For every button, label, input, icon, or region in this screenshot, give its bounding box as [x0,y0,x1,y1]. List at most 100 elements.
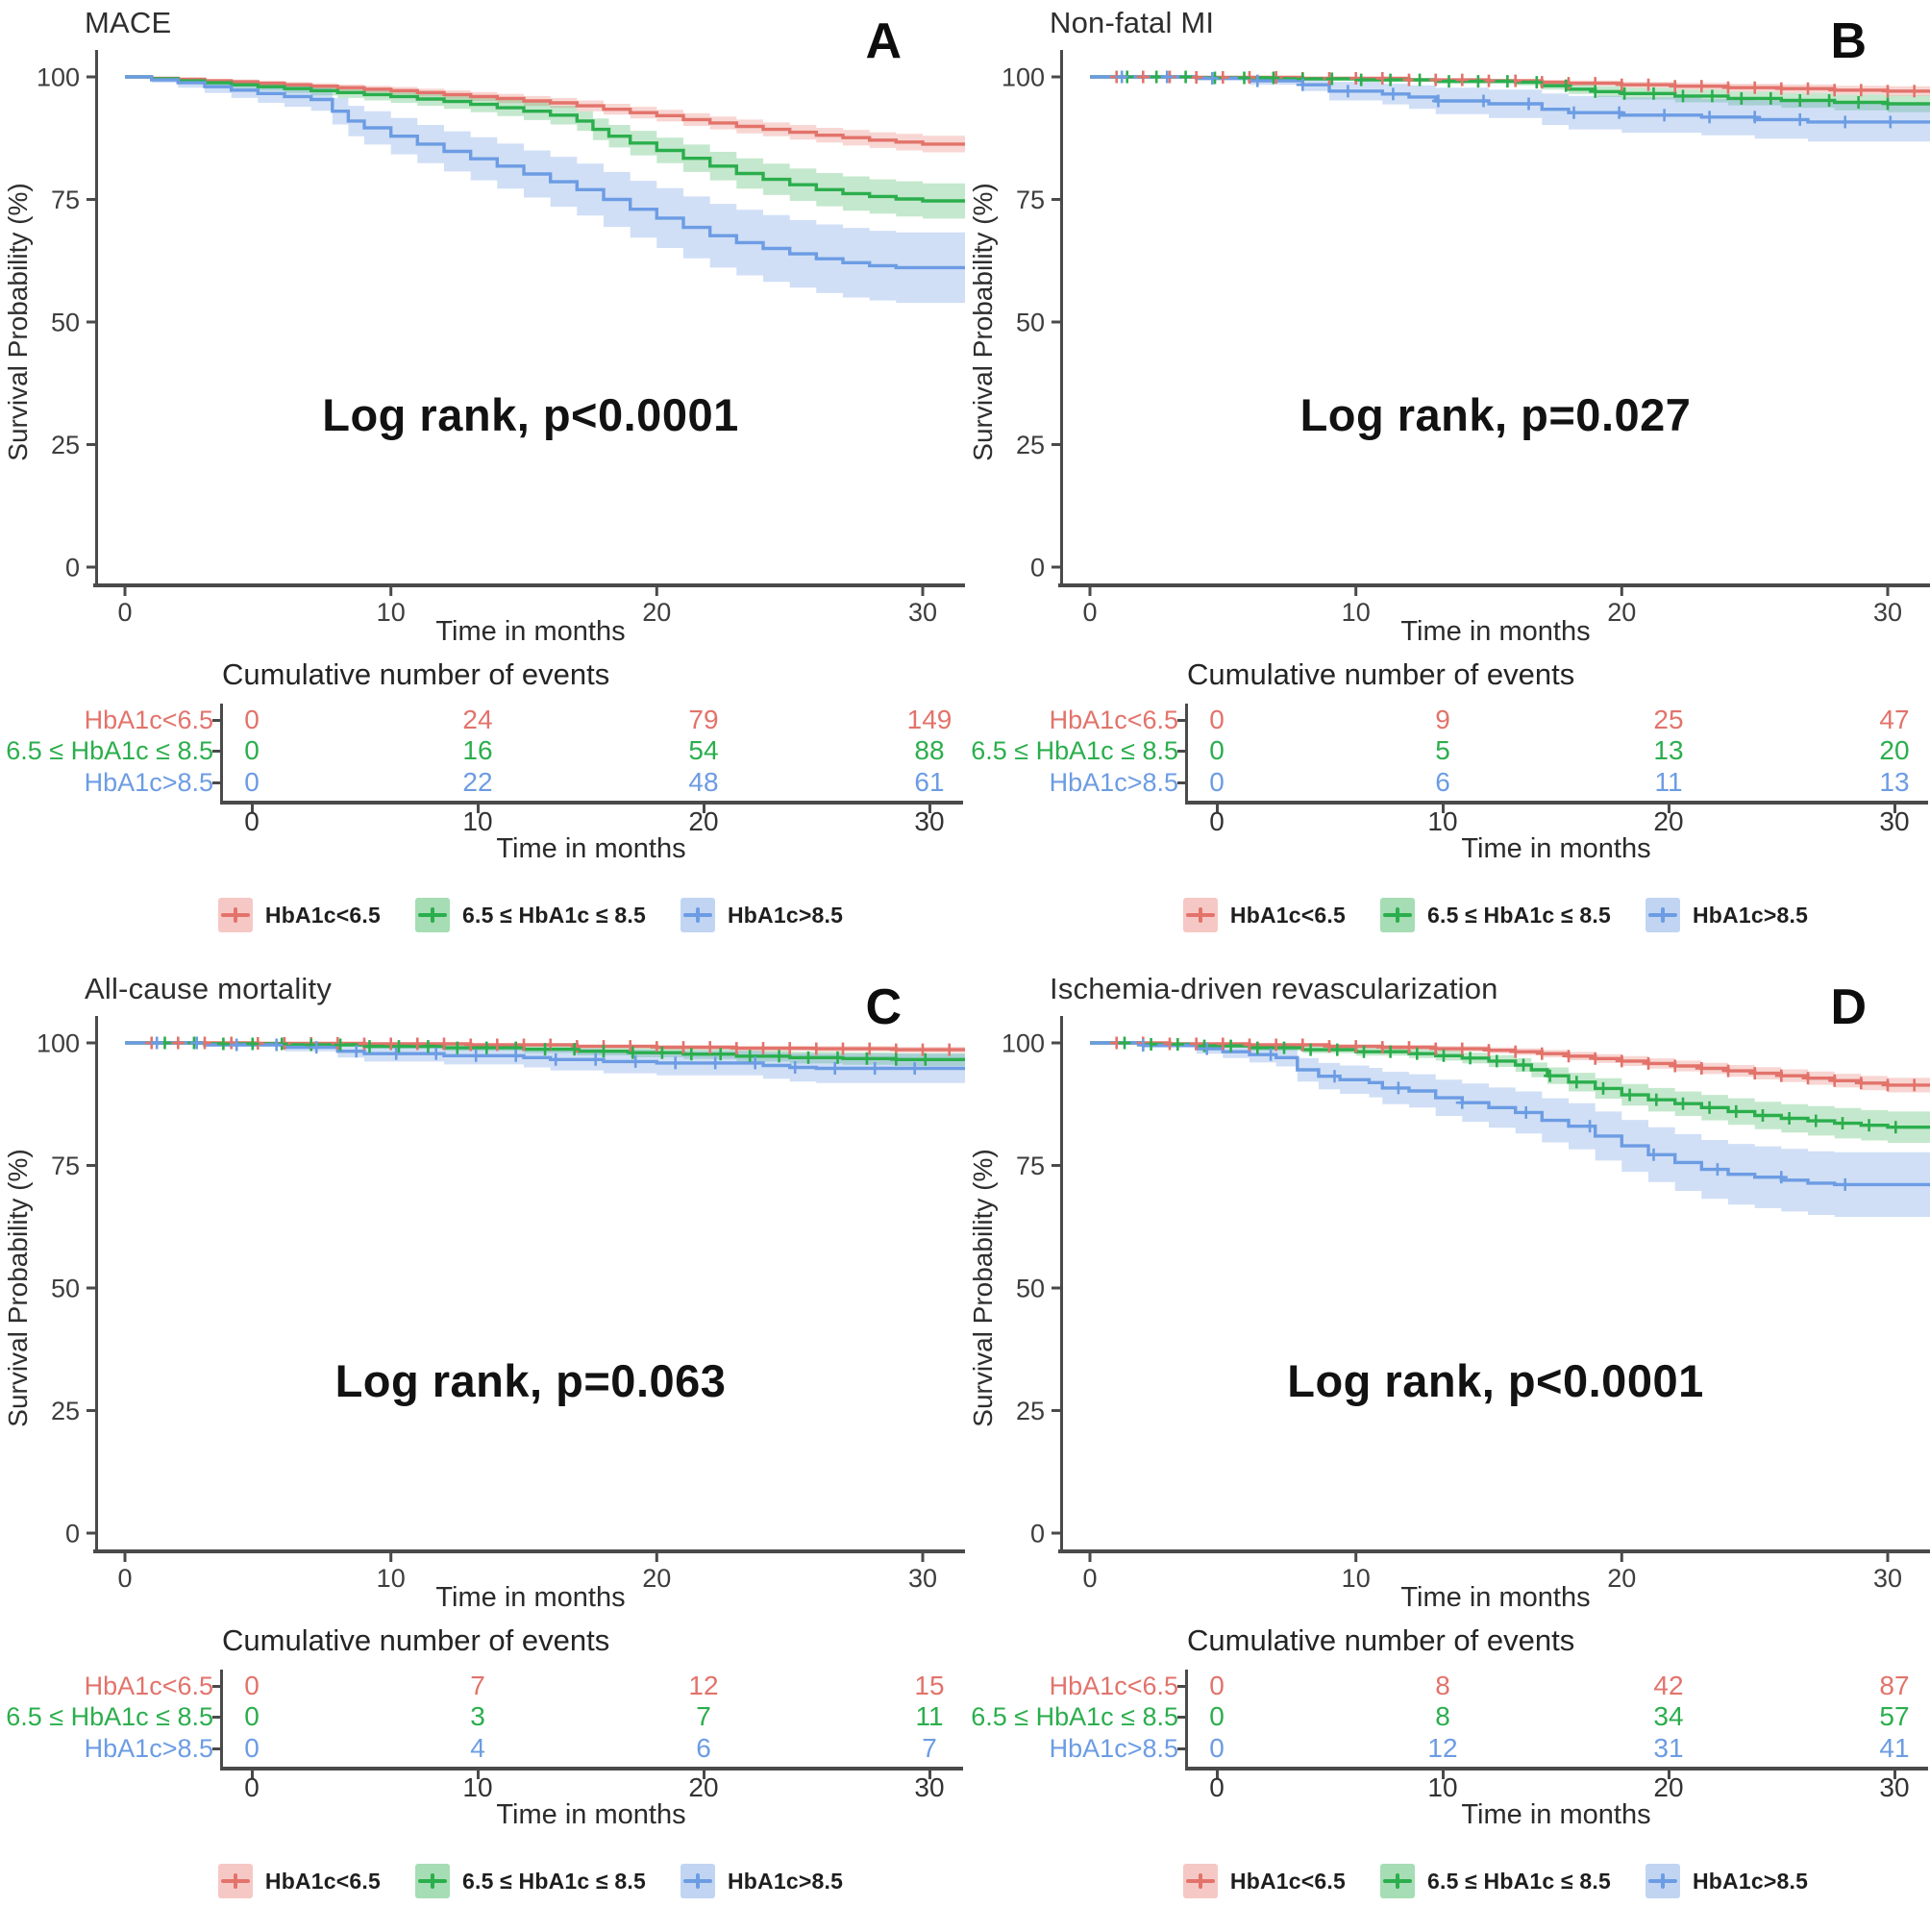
legend-label: 6.5 ≤ HbA1c ≤ 8.5 [1426,902,1611,928]
survival-curve-gt85 [125,75,965,270]
survival-curve-lt65 [125,75,965,148]
legend-item-gt85: HbA1c>8.5 [1645,898,1808,932]
x-axis-tick [655,587,658,596]
x-axis-tick [123,1553,127,1562]
censor-marks-gt85 [150,1036,922,1075]
events-axis-tick-label: 10 [1427,1772,1458,1802]
panel-title: Ischemia-driven revascularization [1050,972,1498,1005]
events-axis-tick-label: 10 [462,1772,493,1802]
x-axis-tick [921,587,925,596]
x-axis-tick [1620,1553,1623,1562]
events-row-tick [1177,719,1185,722]
events-value: 4 [470,1733,485,1763]
y-axis-tick-label: 75 [51,186,80,214]
events-axis-tick [1215,1771,1219,1779]
events-value: 11 [1654,767,1683,797]
legend: HbA1c<6.5 6.5 ≤ HbA1c ≤ 8.5 HbA1c>8.5 [1061,898,1930,932]
events-axis-tick [702,1771,705,1779]
events-value: 0 [244,735,260,765]
events-axis-tick-label: 0 [1209,806,1225,836]
x-axis-tick [389,587,393,596]
legend-key-icon [217,1864,253,1898]
confidence-band-lt65 [125,77,965,155]
legend-label: HbA1c>8.5 [1693,902,1809,928]
legend-plus-icon [696,907,700,923]
events-axis-tick-label: 0 [244,1772,260,1802]
events-value: 22 [462,767,493,797]
events-table-axis-hline [220,1767,963,1771]
x-axis-line [93,583,965,587]
x-axis-tick-label: 10 [1342,598,1371,627]
legend-item-lt65: HbA1c<6.5 [217,1864,381,1898]
legend-plus-icon [1198,1873,1202,1889]
y-axis-tick [87,1531,96,1535]
legend-plus-icon [430,1873,434,1889]
events-axis-tick-label: 20 [1653,1772,1684,1802]
events-table-axis-vline [220,1670,223,1770]
panel-title: MACE [85,6,172,39]
events-axis-tick [1441,805,1445,813]
y-axis-tick [87,1286,96,1290]
x-axis-tick [123,587,127,596]
confidence-band-gt85 [1090,1043,1930,1217]
legend-item-gt85: HbA1c>8.5 [680,898,843,932]
legend-key-icon [680,1864,715,1898]
legend-plus-icon [430,907,434,923]
y-axis-tick-label: 75 [1016,186,1045,214]
legend-label: HbA1c>8.5 [728,1868,844,1894]
censor-marks-mid [1118,1036,1902,1134]
events-table-title: Cumulative number of events [222,657,610,691]
y-axis-tick-label: 100 [37,63,80,92]
events-x-axis-label: Time in months [1461,1799,1651,1830]
y-axis-tick-label: 0 [65,554,80,582]
y-axis-tick [87,565,96,569]
legend-label: HbA1c>8.5 [1693,1868,1809,1894]
panel-mace: Survival Probability (%) 0 25 50 75 100 0 10 20… [0,0,965,966]
legend-plus-icon [1395,907,1399,923]
legend-item-mid: 6.5 ≤ HbA1c ≤ 8.5 [1379,898,1611,932]
events-value: 7 [922,1733,937,1763]
events-value: 15 [914,1671,945,1700]
x-axis-tick-label: 20 [642,598,671,627]
legend-item-gt85: HbA1c>8.5 [1645,1864,1808,1898]
legend-label: HbA1c<6.5 [264,902,381,928]
x-axis-tick [921,1553,925,1562]
panel-letter: B [1830,13,1867,69]
events-value: 13 [1653,735,1684,765]
y-axis-tick [87,75,96,79]
events-axis-tick-label: 30 [1879,1772,1910,1802]
events-value: 16 [462,735,493,765]
y-axis-tick-label: 50 [51,1275,80,1303]
x-axis-tick-label: 0 [117,1564,132,1593]
y-axis-tick-label: 0 [1030,1520,1045,1548]
x-axis-label: Time in months [435,1582,626,1613]
events-row-tick [1177,1716,1185,1719]
legend-key-icon [1645,1864,1680,1898]
events-axis-tick [1441,1771,1445,1779]
x-axis-tick-label: 30 [908,598,937,627]
y-axis-tick-label: 25 [1016,1397,1045,1425]
events-row-tick [1177,750,1185,753]
y-axis-tick [1052,1041,1061,1045]
y-axis-line [95,50,98,584]
y-axis-tick-label: 100 [1002,63,1045,92]
events-axis-tick [250,805,254,813]
events-row-label: HbA1c>8.5 [84,1734,213,1763]
x-axis-tick [655,1553,658,1562]
legend-plus-icon [1395,1873,1399,1889]
x-axis-tick-label: 20 [1607,1564,1636,1593]
events-row-label: 6.5 ≤ HbA1c ≤ 8.5 [971,736,1178,765]
y-axis-tick [87,443,96,446]
events-row-tick [1177,1685,1185,1688]
events-table-axis-hline [220,801,963,805]
confidence-band-gt85 [125,1043,965,1084]
events-value: 0 [244,705,260,734]
confidence-band-mid [1090,1043,1930,1146]
y-axis-tick-label: 50 [1016,1275,1045,1303]
events-value: 42 [1653,1671,1684,1700]
events-value: 25 [1653,705,1684,734]
y-axis-line [95,1016,98,1550]
legend-item-gt85: HbA1c>8.5 [680,1864,843,1898]
events-value: 57 [1879,1701,1910,1731]
